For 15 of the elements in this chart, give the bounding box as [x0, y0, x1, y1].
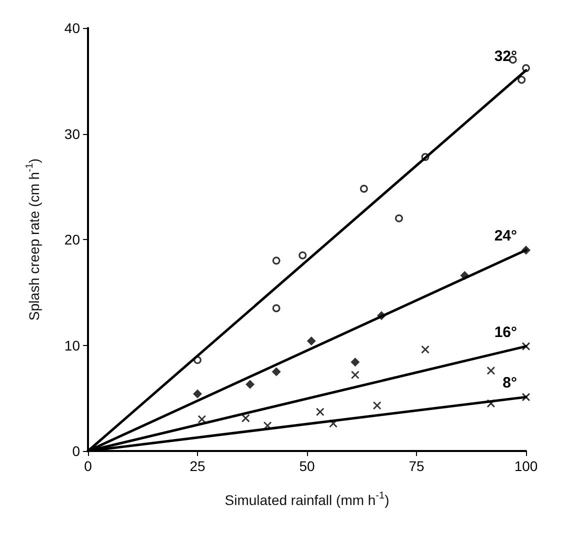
series-label: 24° — [494, 228, 517, 245]
y-tick-label: 0 — [72, 443, 80, 459]
x-tick-label: 0 — [84, 458, 92, 474]
x-tick-label: 50 — [299, 458, 315, 474]
series-label: 16° — [494, 324, 517, 341]
y-tick-label: 30 — [64, 126, 80, 142]
x-tick-label: 100 — [514, 458, 538, 474]
y-tick-label: 10 — [64, 337, 80, 354]
y-tick-label: 20 — [64, 232, 80, 248]
x-tick-label: 75 — [408, 458, 424, 474]
y-tick-label: 40 — [64, 20, 80, 36]
series-label: 8° — [502, 374, 517, 392]
y-axis-title: Splash creep rate (cm h-1) — [24, 158, 42, 321]
series-label: 32° — [494, 48, 517, 65]
x-tick-label: 25 — [190, 458, 206, 474]
